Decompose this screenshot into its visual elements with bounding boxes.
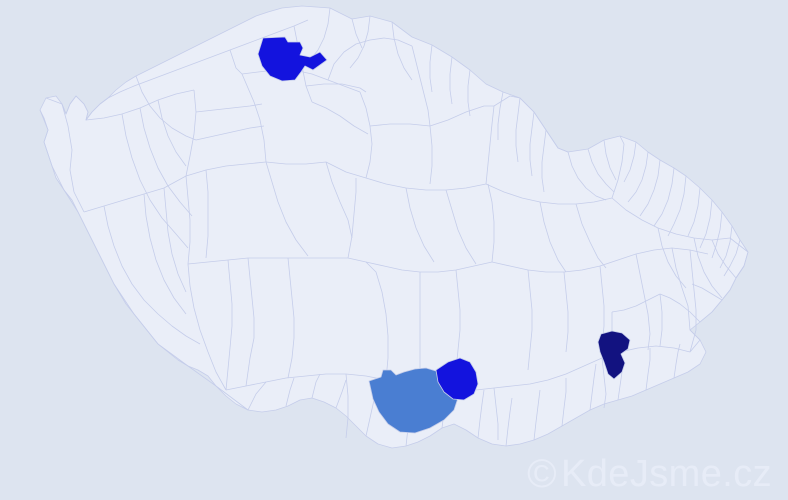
highlight-region-south-bohemia-east[interactable] (435, 357, 479, 401)
map-highlight-layer[interactable] (257, 36, 631, 434)
highlight-region-south-moravia-east[interactable] (597, 330, 631, 380)
map-municipality-borders (39, 7, 749, 447)
highlight-region-north-bohemia[interactable] (257, 36, 328, 82)
